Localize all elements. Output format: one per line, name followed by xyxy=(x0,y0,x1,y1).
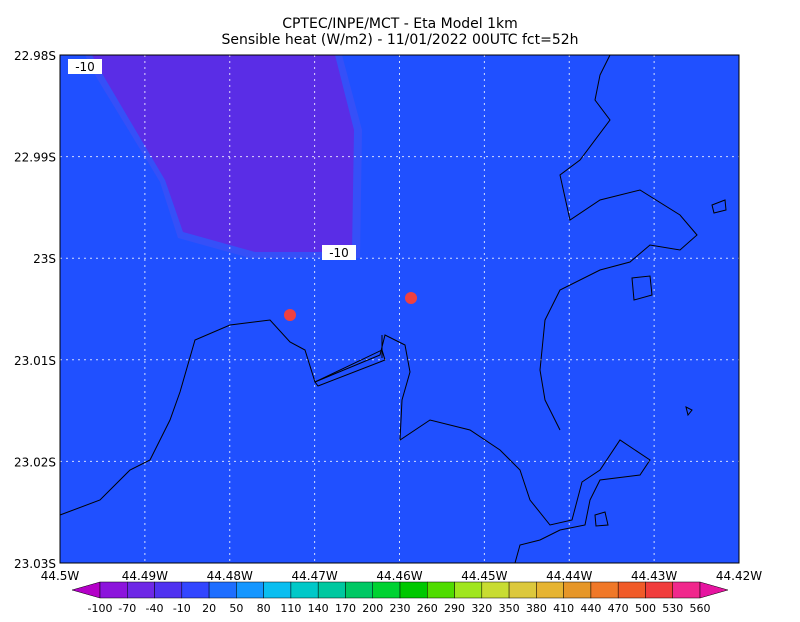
colorbar-box xyxy=(99,581,128,599)
colorbar-label: 320 xyxy=(471,602,492,615)
colorbar-box xyxy=(508,581,537,599)
lat-label: 22.98S xyxy=(14,49,56,63)
colorbar-label: 560 xyxy=(690,602,711,615)
colorbar-box xyxy=(154,581,183,599)
site-marker xyxy=(405,292,417,304)
coastline xyxy=(59,319,651,564)
colorbar-label: 350 xyxy=(499,602,520,615)
colorbar-label: 380 xyxy=(526,602,547,615)
colorbar-label: 110 xyxy=(280,602,301,615)
colorbar-box xyxy=(536,581,564,599)
lat-label: 23S xyxy=(33,252,56,266)
lat-label: 23.02S xyxy=(14,455,56,469)
colorbar-box xyxy=(208,581,237,599)
lon-label: 44.46W xyxy=(376,569,422,583)
colorbar: -100 -70 -40 -10 20 50 80 110 140 170 200 230 260 290… xyxy=(71,581,729,615)
lon-label: 44.44W xyxy=(546,569,592,583)
lon-label: 44.48W xyxy=(207,569,253,583)
colorbar-label: 80 xyxy=(257,602,271,615)
coastline-pier xyxy=(314,335,386,387)
colorbar-label: 50 xyxy=(229,602,243,615)
colorbar-box xyxy=(672,581,701,599)
colorbar-label: -100 xyxy=(88,602,113,615)
lon-label: 44.49W xyxy=(122,569,168,583)
lon-label: 44.42W xyxy=(716,569,762,583)
colorbar-box xyxy=(590,581,619,599)
colorbar-label: 410 xyxy=(553,602,574,615)
colorbar-box xyxy=(317,581,346,599)
lon-label: 44.45W xyxy=(461,569,507,583)
label-box xyxy=(68,59,102,74)
lon-label: 44.47W xyxy=(292,569,338,583)
colorbar-box xyxy=(372,581,401,599)
colorbar-label: 530 xyxy=(662,602,683,615)
colorbar-label: 170 xyxy=(335,602,356,615)
colorbar-end xyxy=(71,581,101,599)
title-line: CPTEC/INPE/MCT - Eta Model 1km xyxy=(282,16,518,32)
colorbar-label: -40 xyxy=(146,602,164,615)
coastline-east xyxy=(539,54,698,431)
island xyxy=(594,199,727,527)
label-box xyxy=(322,245,356,260)
colorbar-label: 20 xyxy=(202,602,216,615)
contour-label: -10 xyxy=(329,246,349,260)
lat-label: 23.01S xyxy=(14,354,56,368)
title-line: Sensible heat (W/m2) - 11/01/2022 00UTC … xyxy=(221,32,578,48)
colorbar-box xyxy=(399,581,428,599)
colorbar-box xyxy=(236,581,264,599)
colorbar-label: 500 xyxy=(635,602,656,615)
colorbar-box xyxy=(263,581,292,599)
colorbar-box xyxy=(290,581,319,599)
plot-frame xyxy=(59,54,740,564)
lat-label: 22.99S xyxy=(14,151,56,165)
grid xyxy=(60,55,739,563)
lon-label: 44.5W xyxy=(41,569,80,583)
lat-label: 23.03S xyxy=(14,557,56,571)
colorbar-label: 470 xyxy=(608,602,629,615)
colorbar-label: 140 xyxy=(308,602,329,615)
colorbar-box xyxy=(645,581,673,599)
lon-label: 44.43W xyxy=(631,569,677,583)
colorbar-box xyxy=(481,581,510,599)
colorbar-box xyxy=(563,581,592,599)
colorbar-label: -70 xyxy=(118,602,136,615)
colorbar-label: 290 xyxy=(444,602,465,615)
colorbar-box xyxy=(181,581,210,599)
colorbar-label: -10 xyxy=(173,602,191,615)
colorbar-label: 440 xyxy=(580,602,601,615)
contour-label: -10 xyxy=(75,60,95,74)
colorbar-box xyxy=(427,581,455,599)
colorbar-label: 230 xyxy=(390,602,411,615)
colorbar-box xyxy=(617,581,646,599)
colorbar-box xyxy=(454,581,483,599)
field-region xyxy=(92,55,354,252)
colorbar-end xyxy=(699,581,729,599)
colorbar-box xyxy=(345,581,373,599)
colorbar-label: 260 xyxy=(417,602,438,615)
site-marker xyxy=(284,309,296,321)
colorbar-label: 200 xyxy=(362,602,383,615)
colorbar-box xyxy=(127,581,155,599)
